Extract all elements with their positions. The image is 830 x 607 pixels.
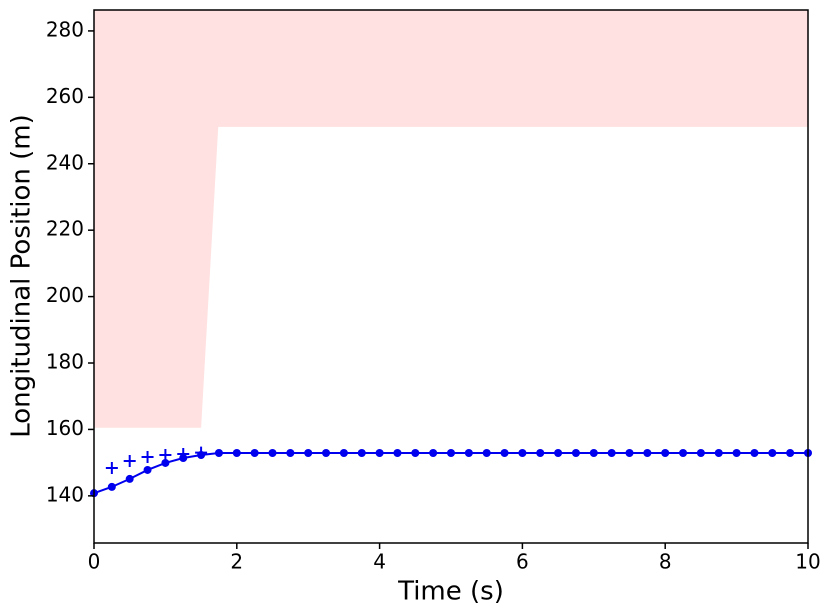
- y-tick-label: 220: [46, 217, 84, 241]
- x-tick-label: 2: [230, 550, 243, 574]
- point: [643, 449, 652, 458]
- y-axis-label: Longitudinal Position (m): [7, 114, 37, 438]
- x-tick-label: 10: [795, 550, 820, 574]
- point: [375, 449, 384, 458]
- point: [554, 449, 563, 458]
- point: [786, 449, 795, 458]
- point: [177, 448, 190, 461]
- point: [161, 458, 170, 467]
- y-tick-label: 200: [46, 283, 84, 307]
- series-line: [93, 452, 808, 495]
- point: [411, 449, 420, 458]
- point: [500, 449, 509, 458]
- point: [625, 449, 634, 458]
- point: [464, 449, 473, 458]
- axes-frame: [93, 9, 809, 544]
- point: [232, 449, 241, 458]
- x-tick-label: 8: [659, 550, 672, 574]
- y-tick-label: 280: [46, 17, 84, 41]
- point: [429, 449, 438, 458]
- point: [250, 449, 259, 458]
- point: [322, 449, 331, 458]
- x-tick-label: 6: [516, 550, 529, 574]
- point: [518, 449, 527, 458]
- point: [447, 449, 455, 458]
- point: [768, 449, 777, 458]
- point: [679, 449, 688, 458]
- point: [268, 449, 277, 458]
- point: [571, 449, 580, 458]
- point: [195, 446, 208, 459]
- point: [607, 449, 616, 458]
- point: [125, 474, 134, 483]
- point: [357, 449, 366, 458]
- x-axis-label: Time (s): [397, 577, 504, 607]
- y-tick-label: 260: [46, 84, 84, 108]
- x-tick-label: 4: [373, 550, 386, 574]
- y-tick-label: 160: [46, 416, 84, 440]
- y-tick-label: 140: [46, 482, 84, 506]
- shaded-region: [94, 10, 808, 428]
- point: [105, 461, 118, 474]
- point: [536, 449, 545, 458]
- point: [339, 449, 348, 458]
- point: [304, 449, 313, 458]
- point: [750, 449, 759, 458]
- point: [123, 454, 136, 467]
- point: [143, 465, 152, 474]
- point: [107, 482, 116, 491]
- point: [214, 449, 223, 458]
- point: [696, 449, 705, 458]
- point: [141, 450, 154, 463]
- point: [393, 449, 402, 458]
- point: [732, 449, 741, 458]
- point: [661, 449, 670, 458]
- x-tick-label: 0: [88, 550, 101, 574]
- point: [714, 449, 723, 458]
- point: [589, 449, 598, 458]
- y-tick-label: 180: [46, 350, 84, 374]
- point: [286, 449, 295, 458]
- y-tick-label: 240: [46, 150, 84, 174]
- point: [159, 448, 172, 461]
- point: [482, 449, 491, 458]
